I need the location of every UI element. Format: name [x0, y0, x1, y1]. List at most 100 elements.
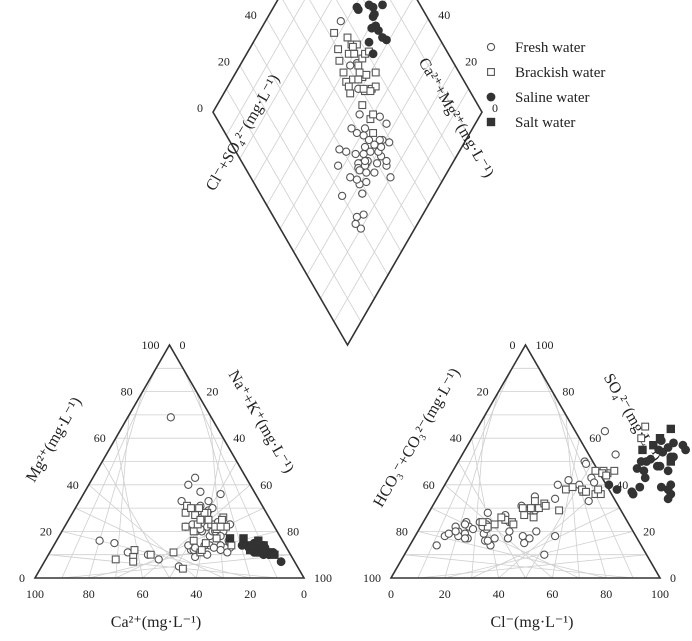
- diamond-saline-point: [369, 9, 379, 19]
- diamond-fresh-point: [370, 140, 379, 149]
- anion-salt-point: [649, 440, 658, 450]
- diamond-fresh-point: [382, 119, 391, 128]
- cation-salt-point: [239, 534, 248, 543]
- axis-label-cl: Cl⁻(mg·L⁻¹): [490, 614, 573, 631]
- anion-fresh-point: [540, 550, 549, 559]
- cation-saline-point: [276, 557, 286, 567]
- anion-fresh-point: [553, 480, 562, 489]
- anion-saline-point: [604, 480, 614, 490]
- cation-fresh-point: [216, 489, 225, 499]
- tick-label-ca-mg: 20: [465, 55, 477, 69]
- cation-fresh-point: [154, 555, 163, 564]
- cation-salt-point: [254, 536, 263, 545]
- diamond-fresh-point: [382, 156, 391, 166]
- tick-label-hco3: 100: [363, 571, 381, 585]
- tick-label-mg: 40: [67, 478, 79, 492]
- anion-fresh-point: [525, 534, 534, 543]
- diamond-fresh-point: [342, 147, 351, 156]
- cation-brackish-point: [130, 546, 139, 554]
- anion-salt-point: [655, 433, 665, 443]
- cation-salt-point: [258, 548, 267, 557]
- cation-fresh-point: [223, 548, 232, 557]
- anion-fresh-point: [432, 541, 441, 550]
- anion-brackish-point: [561, 485, 570, 494]
- legend-marker-salt: [486, 117, 496, 127]
- diamond-fresh-point: [346, 61, 355, 70]
- tick-label-cl: 40: [493, 587, 505, 601]
- diamond-brackish-point: [369, 129, 378, 137]
- diamond-fresh-point: [356, 224, 366, 233]
- tick-label-hco3: 60: [423, 478, 435, 492]
- data-points: [95, 0, 690, 573]
- diamond-fresh-point: [359, 210, 368, 219]
- tick-label-so4: 100: [536, 338, 554, 352]
- cation-brackish-point: [146, 550, 155, 559]
- tick-label-hco3: 40: [450, 431, 462, 445]
- cation-brackish-point: [227, 541, 236, 550]
- diamond-fresh-point: [372, 159, 382, 168]
- diamond-fresh-point: [362, 177, 371, 187]
- cation-grid-a: [75, 507, 224, 579]
- diamond-brackish-point: [354, 61, 363, 70]
- diamond-grid-b: [336, 0, 442, 183]
- diamond-brackish-point: [359, 84, 368, 93]
- anion-fresh-point: [451, 527, 460, 536]
- diamond-saline-point: [353, 5, 363, 15]
- diamond-saline-point: [364, 37, 374, 47]
- diamond-fresh-point: [362, 168, 371, 177]
- tick-label-hco3: 0: [510, 338, 516, 352]
- diamond-brackish-point: [371, 82, 380, 91]
- diamond-fresh-point: [385, 138, 394, 147]
- diamond-fresh-point: [355, 110, 364, 119]
- anion-grid-a: [404, 554, 634, 579]
- diamond-fresh-point: [337, 191, 347, 201]
- legend-label-fresh: Fresh water: [515, 40, 585, 56]
- diamond-brackish-point: [362, 70, 371, 79]
- anion-brackish-point: [478, 518, 487, 527]
- cation-grid-a: [61, 531, 251, 579]
- diamond-brackish-point: [350, 49, 359, 58]
- anion-grid-a: [431, 507, 580, 579]
- diamond-saline-point: [378, 33, 387, 42]
- legend: Fresh water Brackish water Saline water Sal…: [486, 40, 605, 131]
- anion-brackish-point: [497, 513, 506, 522]
- diamond-fresh-point: [347, 124, 356, 133]
- cation-brackish-point: [204, 515, 213, 524]
- diamond-grid-a: [226, 0, 306, 136]
- diamond-fresh-point: [366, 147, 375, 156]
- cation-salt-point: [248, 541, 258, 550]
- anion-saline-point: [663, 466, 673, 476]
- tick-label-so4: 0: [670, 571, 676, 585]
- diamond-fresh-point: [352, 128, 362, 138]
- tick-label-ca: 100: [26, 587, 44, 601]
- anion-grid-b: [552, 438, 580, 579]
- tick-label-ca-mg: 0: [492, 101, 498, 115]
- tick-label-mg: 60: [94, 431, 106, 445]
- anion-brackish-point: [641, 422, 650, 431]
- diamond-brackish-point: [330, 28, 339, 37]
- cation-brackish-point: [178, 564, 187, 573]
- diamond-fresh-point: [359, 149, 368, 159]
- anion-saline-point: [640, 473, 650, 483]
- diamond-brackish-point: [343, 33, 352, 42]
- anion-brackish-point: [555, 506, 564, 515]
- tick-label-cl: 60: [546, 587, 558, 601]
- anion-brackish-point: [509, 520, 518, 529]
- legend-label-saline: Saline water: [515, 90, 590, 106]
- tick-label-so4: 20: [643, 524, 655, 538]
- anion-fresh-point: [584, 496, 593, 506]
- diamond-brackish-point: [355, 68, 364, 77]
- anion-saline-point: [652, 461, 662, 471]
- anion-fresh-point: [460, 520, 470, 529]
- legend-marker-brackish: [487, 68, 495, 76]
- cation-brackish-point: [111, 555, 120, 564]
- anion-fresh-point: [444, 529, 453, 538]
- legend-label-brackish: Brackish water: [515, 65, 605, 81]
- diamond-brackish-point: [348, 42, 357, 51]
- anion-brackish-point: [610, 466, 619, 475]
- diamond-grid-a: [266, 0, 386, 206]
- diamond-fresh-point: [352, 212, 362, 222]
- diamond-fresh-point: [375, 135, 384, 145]
- anion-fresh-point: [611, 450, 620, 459]
